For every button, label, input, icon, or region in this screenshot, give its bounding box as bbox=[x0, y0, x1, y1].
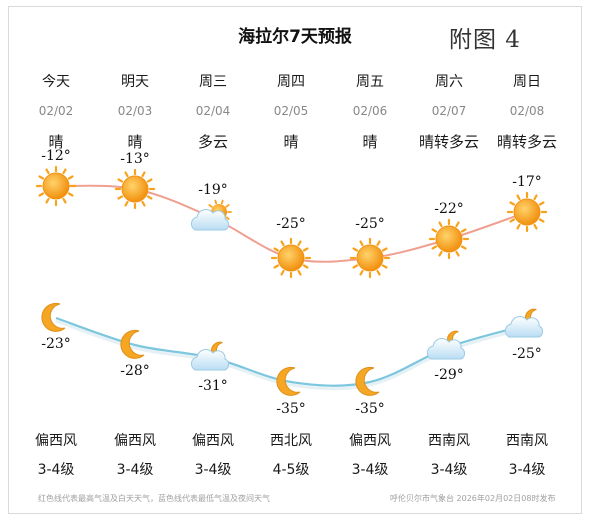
high-temperature-label: -17° bbox=[512, 174, 542, 190]
date-label: 02/04 bbox=[195, 104, 231, 118]
sun-icon bbox=[349, 237, 391, 279]
low-temperature-label: -28° bbox=[120, 363, 150, 379]
sun-icon bbox=[114, 168, 156, 210]
forecast-card bbox=[8, 6, 582, 514]
wind-direction-label: 西南风 bbox=[428, 433, 470, 449]
weather-label: 多云 bbox=[197, 133, 228, 151]
moon-icon bbox=[276, 366, 301, 396]
wind-direction-label: 西北风 bbox=[270, 433, 312, 449]
weather-label: 晴 bbox=[48, 133, 64, 151]
low-temperature-label: -25° bbox=[512, 346, 542, 362]
wind-level-label: 3-4级 bbox=[430, 462, 468, 478]
day-label: 明天 bbox=[121, 74, 149, 90]
day-label: 周四 bbox=[277, 74, 305, 90]
partly-cloudy-night-icon bbox=[504, 308, 544, 338]
low-temperature-label: -35° bbox=[355, 401, 385, 417]
date-label: 02/06 bbox=[352, 104, 388, 118]
date-label: 02/05 bbox=[273, 104, 309, 118]
high-temperature-label: -25° bbox=[355, 216, 385, 232]
moon-icon bbox=[120, 329, 145, 359]
low-temperature-label: -23° bbox=[41, 336, 71, 352]
sun-icon bbox=[270, 237, 312, 279]
moon-icon bbox=[355, 366, 380, 396]
date-label: 02/08 bbox=[509, 104, 545, 118]
day-label: 周日 bbox=[513, 74, 541, 90]
wind-level-label: 4-5级 bbox=[272, 462, 310, 478]
wind-level-label: 3-4级 bbox=[116, 462, 154, 478]
low-temperature-label: -31° bbox=[198, 378, 228, 394]
wind-direction-label: 偏西风 bbox=[35, 433, 77, 449]
weather-label: 晴 bbox=[362, 133, 378, 151]
weather-label: 晴 bbox=[127, 133, 143, 151]
figure-label: 附图 4 bbox=[449, 27, 521, 53]
high-temperature-label: -22° bbox=[434, 201, 464, 217]
weather-label: 晴转多云 bbox=[496, 133, 557, 151]
partly-cloudy-night-icon bbox=[426, 330, 466, 360]
low-temperature-label: -35° bbox=[276, 401, 306, 417]
high-temperature-label: -13° bbox=[120, 151, 150, 167]
low-temperature-label: -29° bbox=[434, 367, 464, 383]
high-temperature-label: -12° bbox=[41, 148, 71, 164]
day-label: 周三 bbox=[199, 74, 227, 90]
sun-icon bbox=[428, 218, 470, 260]
sun-icon bbox=[506, 191, 548, 233]
high-temperature-label: -25° bbox=[276, 216, 306, 232]
date-label: 02/07 bbox=[431, 104, 467, 118]
wind-level-label: 3-4级 bbox=[508, 462, 546, 478]
partly-cloudy-night-icon bbox=[190, 341, 230, 371]
wind-direction-label: 偏西风 bbox=[349, 433, 391, 449]
weather-label: 晴转多云 bbox=[418, 133, 479, 151]
issuer-note: 呼伦贝尔市气象台 2026年02月02日08时发布 bbox=[390, 494, 556, 503]
wind-direction-label: 西南风 bbox=[506, 433, 548, 449]
wind-level-label: 3-4级 bbox=[37, 462, 75, 478]
page-title: 海拉尔7天预报 bbox=[238, 27, 352, 47]
date-label: 02/02 bbox=[38, 104, 74, 118]
wind-direction-label: 偏西风 bbox=[114, 433, 156, 449]
high-temperature-label: -19° bbox=[198, 182, 228, 198]
date-label: 02/03 bbox=[117, 104, 153, 118]
partly-cloudy-day-icon bbox=[190, 199, 232, 231]
wind-level-label: 3-4级 bbox=[194, 462, 232, 478]
wind-direction-label: 偏西风 bbox=[192, 433, 234, 449]
moon-icon bbox=[41, 302, 66, 332]
weather-label: 晴 bbox=[283, 133, 299, 151]
day-label: 周六 bbox=[435, 74, 463, 90]
legend-note: 红色线代表最高气温及白天天气，蓝色线代表最低气温及夜间天气 bbox=[38, 494, 270, 503]
day-label: 周五 bbox=[356, 74, 384, 90]
sun-icon bbox=[35, 165, 77, 207]
wind-level-label: 3-4级 bbox=[351, 462, 389, 478]
day-label: 今天 bbox=[42, 74, 70, 90]
